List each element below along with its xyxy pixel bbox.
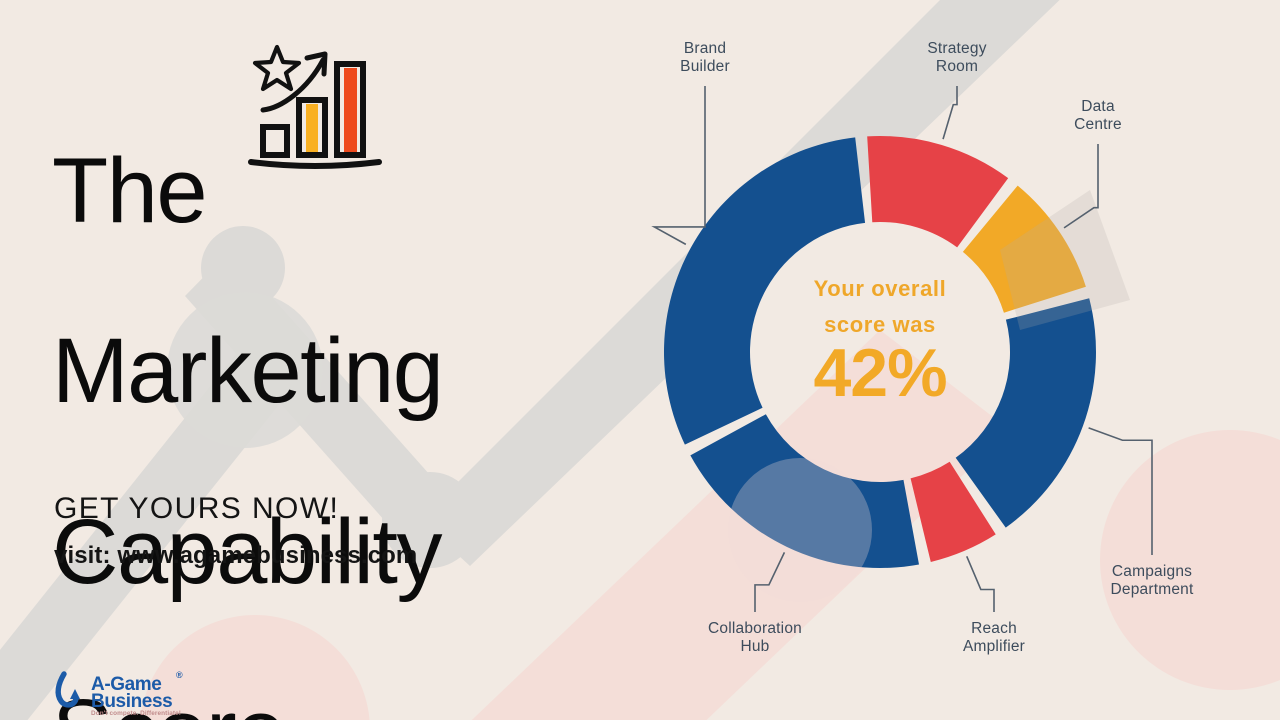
donut-segments (664, 136, 1130, 602)
segment-label-collaboration-hub: Collaboration Hub (708, 620, 802, 656)
donut-slice[interactable] (962, 185, 1086, 313)
rose-diagonal-band (471, 330, 1010, 720)
segment-label-brand-builder: Brand Builder (680, 40, 730, 76)
segment-label-reach-amplifier: Reach Amplifier (962, 620, 1026, 656)
rose-circle-left (140, 615, 370, 720)
capability-donut-chart: Your overall score was 42% Brand Builder… (620, 20, 1280, 700)
cta-text: GET YOURS NOW! (54, 492, 340, 525)
bar-chart-growth-icon (248, 44, 382, 169)
leader-line (966, 556, 995, 612)
segment-label-strategy-room: Strategy Room (927, 40, 987, 76)
leader-line (1088, 427, 1153, 555)
logo-name-line-1: A-Game (91, 674, 161, 695)
donut-slice[interactable] (664, 137, 866, 445)
headline-line-2: Marketing (52, 320, 444, 423)
headline-line-3: Capability (52, 500, 442, 603)
gray-blob (167, 292, 323, 448)
headline-line-1: The (52, 140, 208, 243)
leader-line (942, 86, 958, 140)
rose-overlay-tint (728, 458, 872, 602)
headline-line-4: Score (52, 686, 572, 720)
logo-name-line-2: Business (91, 691, 172, 712)
visit-url-text: visit: www.agamebusiness.com (54, 542, 418, 569)
donut-slice[interactable] (690, 414, 919, 568)
donut-slice[interactable] (955, 298, 1096, 528)
leader-line (651, 86, 706, 246)
donut-slice[interactable] (867, 136, 1009, 248)
logo-mark-icon (55, 671, 80, 708)
overall-score-value: 42% (813, 335, 946, 411)
logo-a-game-business[interactable]: A-Game ® Business Don't compete. Differe… (50, 668, 230, 716)
center-caption-line-2: score was (824, 312, 936, 337)
gray-overlay-tint (1000, 190, 1130, 330)
rose-circle-right (1100, 430, 1280, 690)
logo-tagline: Don't compete. Differentiate! (91, 710, 181, 716)
donut-slice[interactable] (910, 461, 996, 562)
segment-label-data-centre: Data Centre (1074, 98, 1122, 134)
leader-line (754, 552, 786, 612)
segment-label-campaigns-department: Campaigns Department (1110, 563, 1194, 599)
center-caption-line-1: Your overall (814, 276, 947, 301)
leader-lines (651, 86, 1153, 612)
logo-registered-mark: ® (176, 670, 183, 680)
leader-line (1063, 144, 1099, 229)
headline-block: The Marketing Capability Score (52, 56, 572, 720)
page-title: The Marketing Capability Score (52, 56, 572, 720)
